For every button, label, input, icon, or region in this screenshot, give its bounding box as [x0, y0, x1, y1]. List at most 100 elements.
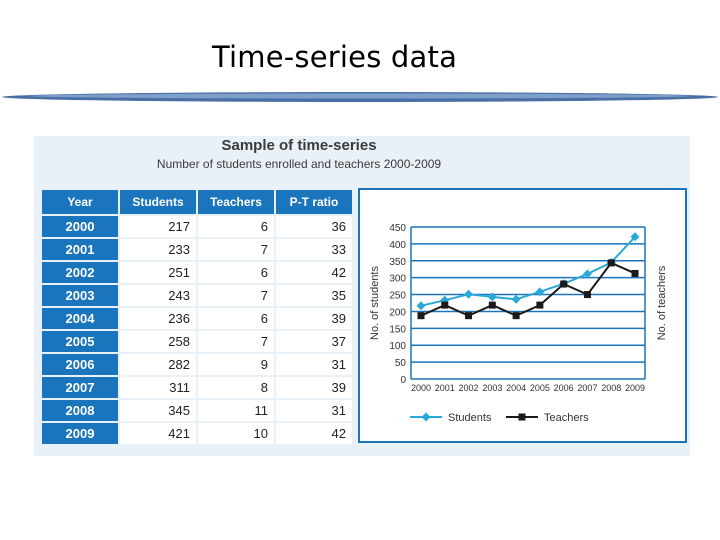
chart-title: Sample of time-series — [221, 137, 377, 154]
data-point-students — [440, 295, 450, 305]
table-cell-students: 243 — [118, 283, 198, 308]
data-point-students — [582, 269, 592, 279]
table-cell-students: 251 — [118, 260, 198, 285]
table-cell-year: 2001 — [40, 237, 120, 262]
table-cell-ratio: 33 — [274, 237, 354, 262]
table-cell-year: 2006 — [40, 352, 120, 377]
table-cell-ratio: 31 — [274, 398, 354, 423]
table-cell-year: 2002 — [40, 260, 120, 285]
plot-frame — [358, 188, 687, 443]
y-tick-label: 450 — [389, 223, 406, 234]
y-tick-label: 0 — [400, 375, 406, 386]
table-cell-teachers: 6 — [196, 260, 276, 285]
chart-subtitle: Number of students enrolled and teachers… — [156, 157, 442, 171]
y-tick-label: 100 — [389, 341, 406, 352]
header-teachers: Teachers — [196, 188, 276, 216]
table-cell-students: 421 — [118, 421, 198, 446]
legend-marker — [518, 413, 526, 421]
table-cell-year: 2003 — [40, 283, 120, 308]
y-tick-label: 250 — [389, 291, 406, 302]
y-tick-label: 300 — [389, 274, 406, 285]
table-cell-ratio: 36 — [274, 214, 354, 239]
data-point-students — [464, 289, 474, 299]
table-cell-ratio: 42 — [274, 260, 354, 285]
table-cell-students: 258 — [118, 329, 198, 354]
table-cell-students: 233 — [118, 237, 198, 262]
data-point-students — [535, 287, 545, 297]
table-cell-students: 311 — [118, 375, 198, 400]
table-cell-students: 217 — [118, 214, 198, 239]
x-tick-label: 2000 — [411, 383, 431, 393]
table-row: 2001 233 7 33 — [40, 237, 354, 262]
data-point-teachers — [417, 312, 425, 320]
table-cell-ratio: 37 — [274, 329, 354, 354]
table-cell-teachers: 10 — [196, 421, 276, 446]
table-row: 2000 217 6 36 — [40, 214, 354, 239]
table-row: 2002 251 6 42 — [40, 260, 354, 285]
data-point-students — [487, 292, 497, 302]
data-point-teachers — [488, 301, 496, 309]
series-line-students — [420, 236, 636, 307]
table-cell-teachers: 11 — [196, 398, 276, 423]
data-point-teachers — [465, 312, 473, 320]
table-row: 2005 258 7 37 — [40, 329, 354, 354]
data-point-teachers — [536, 301, 544, 309]
x-tick-label: 2005 — [530, 383, 550, 393]
legend-label-teachers: Teachers — [544, 412, 589, 424]
y-axis-title: No. of students — [369, 266, 381, 340]
table-header-row: Year Students Teachers P-T ratio — [40, 188, 354, 216]
table-cell-year: 2004 — [40, 306, 120, 331]
y-tick-label: 150 — [389, 324, 406, 335]
x-tick-label: 2009 — [625, 383, 645, 393]
table-cell-year: 2007 — [40, 375, 120, 400]
table-cell-students: 345 — [118, 398, 198, 423]
data-point-teachers — [607, 259, 615, 267]
table-cell-students: 236 — [118, 306, 198, 331]
table-cell-students: 282 — [118, 352, 198, 377]
slide-title: Time-series data — [212, 40, 458, 74]
table-cell-teachers: 6 — [196, 306, 276, 331]
y-tick-label: 400 — [389, 240, 406, 251]
header-year: Year — [40, 188, 120, 216]
header-pt-ratio: P-T ratio — [274, 188, 354, 216]
header-students: Students — [118, 188, 198, 216]
title-divider — [2, 92, 718, 102]
legend-label-students: Students — [448, 412, 492, 424]
y-tick-label: 200 — [389, 307, 406, 318]
data-point-students — [416, 301, 426, 311]
table-row: 2006 282 9 31 — [40, 352, 354, 377]
x-tick-label: 2004 — [506, 383, 526, 393]
data-point-teachers — [583, 291, 591, 299]
data-point-teachers — [560, 280, 568, 288]
table-cell-teachers: 7 — [196, 237, 276, 262]
data-point-students — [630, 232, 640, 242]
table-cell-year: 2005 — [40, 329, 120, 354]
data-point-teachers — [441, 301, 449, 309]
y-tick-label: 50 — [395, 358, 407, 369]
table-cell-year: 2000 — [40, 214, 120, 239]
table-cell-teachers: 7 — [196, 283, 276, 308]
table-cell-teachers: 6 — [196, 214, 276, 239]
x-tick-label: 2006 — [554, 383, 574, 393]
x-tick-label: 2008 — [601, 383, 621, 393]
data-point-teachers — [631, 269, 639, 277]
table-row: 2007 311 8 39 — [40, 375, 354, 400]
table-cell-ratio: 42 — [274, 421, 354, 446]
table-cell-ratio: 39 — [274, 375, 354, 400]
legend-marker — [421, 412, 431, 422]
table-row: 2008 345 11 31 — [40, 398, 354, 423]
x-tick-label: 2003 — [482, 383, 502, 393]
data-table: Year Students Teachers P-T ratio 2000 217… — [40, 188, 354, 446]
table-cell-ratio: 35 — [274, 283, 354, 308]
x-tick-label: 2001 — [435, 383, 455, 393]
table-row: 2009 421 10 42 — [40, 421, 354, 446]
x-tick-label: 2002 — [459, 383, 479, 393]
table-row: 2004 236 6 39 — [40, 306, 354, 331]
table-cell-teachers: 7 — [196, 329, 276, 354]
data-point-teachers — [512, 312, 520, 320]
x-tick-label: 2007 — [577, 383, 597, 393]
table-cell-year: 2009 — [40, 421, 120, 446]
table-cell-teachers: 8 — [196, 375, 276, 400]
y2-axis-title: No. of teachers — [656, 265, 668, 340]
